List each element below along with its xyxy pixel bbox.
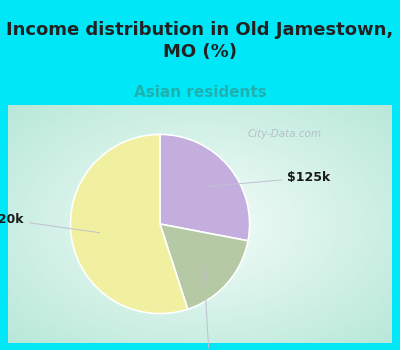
Text: Asian residents: Asian residents (134, 85, 266, 100)
Wedge shape (160, 224, 248, 309)
Text: Income distribution in Old Jamestown,
MO (%): Income distribution in Old Jamestown, MO… (6, 21, 394, 61)
Wedge shape (160, 134, 250, 241)
Text: $125k: $125k (208, 171, 330, 187)
Text: $20k: $20k (0, 213, 100, 233)
Text: $100k: $100k (188, 265, 231, 350)
Wedge shape (70, 134, 188, 314)
Text: City-Data.com: City-Data.com (248, 128, 322, 139)
